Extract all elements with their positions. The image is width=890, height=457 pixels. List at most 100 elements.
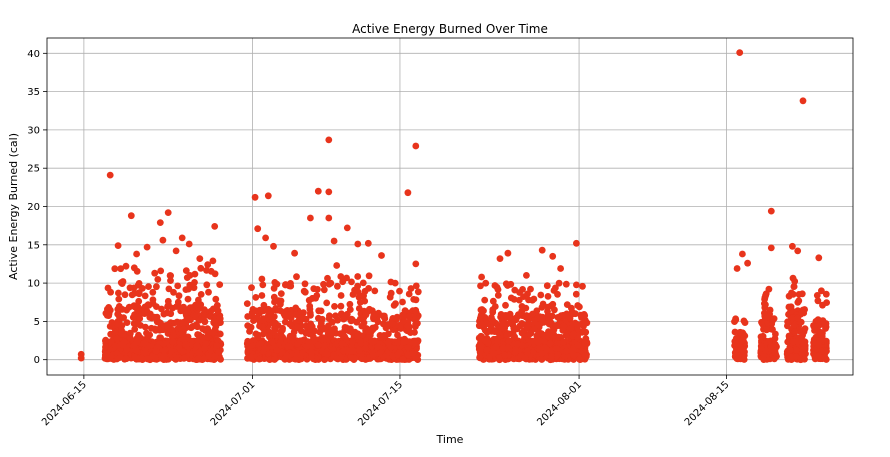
data-point (271, 356, 278, 363)
data-point (160, 310, 168, 318)
data-point (122, 355, 130, 362)
data-point (126, 284, 134, 292)
data-point (261, 345, 269, 352)
data-point (77, 354, 85, 362)
data-point (354, 288, 362, 296)
data-point (492, 343, 500, 351)
data-point (523, 272, 530, 279)
data-point (359, 279, 367, 287)
y-tick-label: 15 (27, 240, 40, 251)
data-point (167, 272, 175, 280)
data-point (559, 338, 567, 346)
data-point (815, 254, 823, 262)
data-point (569, 310, 576, 318)
data-point (489, 306, 497, 314)
data-point (784, 318, 791, 326)
data-point (192, 312, 199, 320)
data-point (343, 224, 351, 232)
data-point (172, 247, 180, 255)
data-point (478, 273, 485, 281)
data-point (370, 311, 378, 319)
data-point (736, 49, 744, 56)
data-point (268, 338, 276, 345)
data-point (324, 274, 331, 282)
data-point (333, 355, 341, 362)
data-point (174, 282, 182, 290)
data-point (245, 346, 253, 354)
data-point (732, 316, 740, 324)
data-point (481, 337, 489, 345)
data-point (131, 325, 139, 333)
data-point (113, 335, 121, 342)
data-point (325, 136, 333, 144)
data-point (354, 332, 361, 340)
data-point (323, 350, 331, 358)
data-point (129, 314, 137, 321)
data-point (364, 239, 372, 247)
data-point (195, 296, 202, 304)
data-point (543, 346, 551, 354)
data-point (258, 292, 266, 299)
data-point (277, 290, 285, 297)
data-point (549, 328, 557, 336)
data-point (734, 355, 742, 363)
data-point (794, 338, 802, 345)
data-point (818, 347, 826, 355)
data-point (195, 331, 203, 339)
data-point (404, 322, 412, 329)
data-point (301, 288, 309, 296)
data-point (133, 250, 141, 258)
data-point (330, 237, 338, 245)
data-point (292, 355, 299, 363)
data-point (286, 332, 294, 340)
data-point (292, 304, 300, 312)
data-point (819, 301, 826, 309)
data-point (478, 321, 486, 328)
data-point (736, 344, 744, 352)
data-point (270, 319, 278, 327)
data-point (798, 290, 806, 298)
data-point (149, 288, 157, 296)
data-point (135, 289, 143, 296)
data-point (767, 207, 775, 215)
data-point (790, 283, 798, 290)
data-point (117, 265, 125, 273)
data-point (203, 281, 211, 289)
data-point (365, 272, 373, 280)
data-point (193, 342, 201, 349)
data-point (389, 352, 397, 360)
data-point (562, 280, 570, 288)
data-point (194, 323, 201, 331)
data-point (758, 318, 765, 326)
data-point (502, 301, 509, 309)
data-point (347, 347, 355, 355)
data-point (151, 313, 158, 321)
data-point (128, 291, 136, 299)
data-point (396, 287, 403, 295)
y-tick-label: 30 (27, 125, 40, 136)
data-point (180, 354, 188, 362)
data-point (273, 346, 281, 354)
data-point (819, 317, 827, 324)
y-tick-label: 25 (27, 164, 40, 175)
data-point (405, 290, 413, 298)
data-point (562, 332, 570, 339)
data-point (476, 354, 483, 361)
data-point (551, 306, 558, 314)
y-tick-label: 10 (27, 279, 40, 290)
data-point (549, 323, 557, 331)
data-point (123, 346, 131, 354)
data-point (270, 293, 278, 301)
data-point (499, 344, 507, 352)
data-point (248, 341, 256, 349)
data-point (303, 342, 311, 350)
data-point (794, 247, 802, 255)
data-point (572, 290, 580, 298)
data-point (381, 312, 388, 320)
y-tick-label: 40 (27, 49, 40, 60)
data-point (348, 354, 356, 362)
data-point (580, 322, 587, 330)
data-point (248, 284, 255, 291)
data-point (501, 351, 509, 359)
data-point (544, 293, 552, 300)
